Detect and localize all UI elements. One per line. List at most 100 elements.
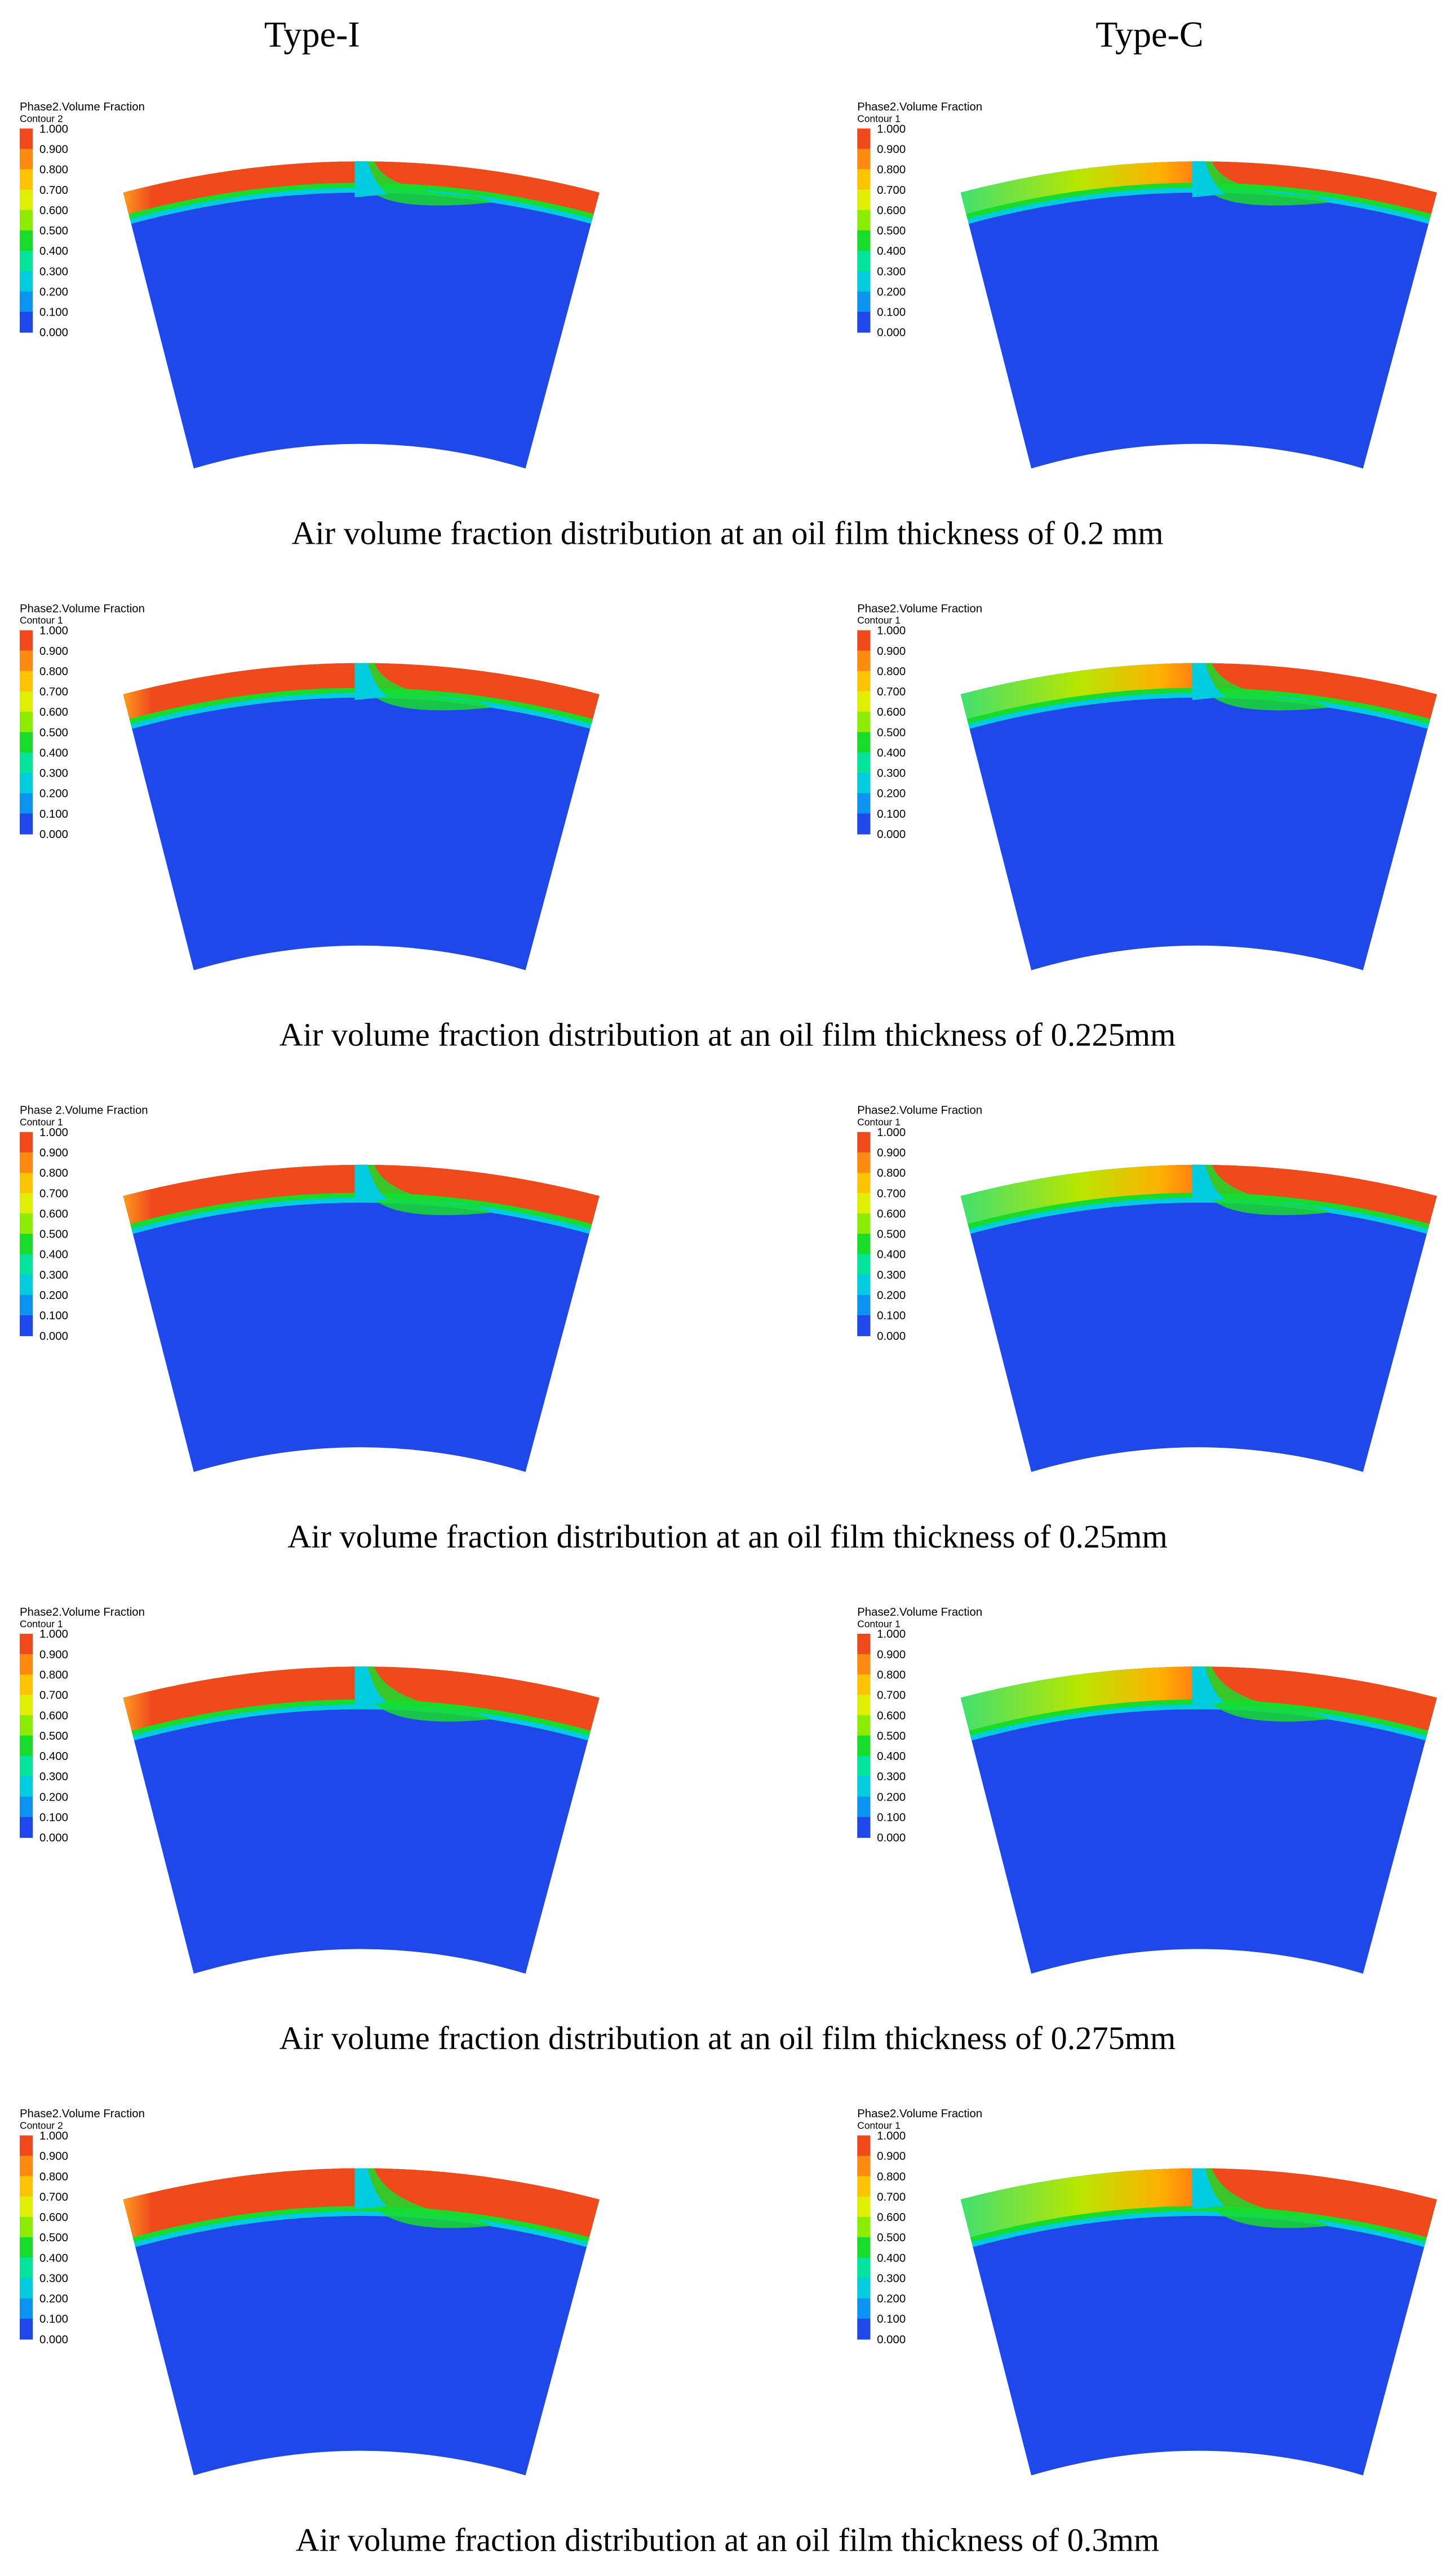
legend-swatch <box>19 813 33 835</box>
legend-swatch <box>857 813 871 835</box>
legend-swatch <box>857 2318 871 2340</box>
legend-label: 0.200 <box>39 788 68 800</box>
legend-swatch <box>19 1213 33 1235</box>
legend-swatch <box>857 1274 871 1296</box>
column-header: Type-I <box>264 14 360 54</box>
groove-plume <box>1192 1666 1330 1722</box>
legend-title: Phase2.Volume Fraction <box>857 1105 982 1117</box>
legend-swatch <box>19 128 33 150</box>
legend-label: 0.800 <box>877 1167 906 1180</box>
legend-swatch <box>19 2258 33 2279</box>
legend-swatch <box>857 711 871 733</box>
legend-swatch <box>857 773 871 794</box>
contour-sector <box>960 161 1437 469</box>
legend-label: 0.100 <box>39 1310 68 1322</box>
legend-swatch <box>857 2156 871 2177</box>
legend-swatch <box>857 149 871 170</box>
legend-title: Phase2.Volume Fraction <box>857 602 982 615</box>
legend-title: Phase2.Volume Fraction <box>20 602 145 615</box>
legend-label: 1.000 <box>39 2130 68 2143</box>
legend-label: 0.200 <box>39 1289 68 1302</box>
legend-label: 0.900 <box>877 2151 906 2163</box>
groove-core <box>354 1666 388 1706</box>
legend-swatch <box>19 732 33 753</box>
legend-label: 0.700 <box>39 686 68 698</box>
legend-swatch <box>857 271 871 292</box>
caption: Air volume fraction distribution at an o… <box>280 2020 1176 2056</box>
legend-swatch <box>857 1254 871 1275</box>
legend-label: 0.300 <box>39 265 68 278</box>
legend-swatch <box>19 1715 33 1736</box>
legend-label: 0.300 <box>39 1771 68 1783</box>
legend-swatch <box>19 793 33 814</box>
groove-plume <box>354 1666 493 1722</box>
legend-swatch <box>857 250 871 272</box>
legend-swatch <box>19 1152 33 1173</box>
legend-swatch <box>19 1735 33 1757</box>
air-layer <box>960 663 1437 719</box>
legend-label: 0.200 <box>877 2293 906 2305</box>
legend-label: 0.000 <box>39 1330 68 1342</box>
legend-label: 0.700 <box>39 1187 68 1200</box>
legend-label: 0.000 <box>877 1330 906 1342</box>
legend-label: 0.300 <box>39 2272 68 2285</box>
contour-sector <box>123 1666 600 1974</box>
legend-label: 0.900 <box>877 645 906 658</box>
legend-swatch <box>857 2135 871 2157</box>
legend-swatch <box>857 2278 871 2299</box>
legend-swatch <box>857 1193 871 1214</box>
legend-label: 0.800 <box>877 666 906 678</box>
legend-subtitle: Contour 1 <box>20 1116 63 1128</box>
caption: Air volume fraction distribution at an o… <box>287 1518 1168 1555</box>
legend-label: 0.000 <box>39 2334 68 2346</box>
legend-label: 0.400 <box>877 1750 906 1763</box>
legend-label: 0.300 <box>877 265 906 278</box>
legend-label: 1.000 <box>877 1628 906 1641</box>
legend-swatch <box>857 1172 871 1194</box>
legend-label: 0.800 <box>39 1167 68 1180</box>
groove-core <box>354 663 388 700</box>
legend-swatch <box>19 2278 33 2299</box>
legend-swatch <box>857 1315 871 1336</box>
groove-core <box>354 161 388 198</box>
legend-label: 0.700 <box>877 686 906 698</box>
groove-core <box>1192 663 1226 700</box>
legend-label: 1.000 <box>39 123 68 135</box>
legend-label: 0.600 <box>877 706 906 719</box>
legend-label: 0.700 <box>877 1690 906 1702</box>
air-layer <box>123 1164 600 1224</box>
legend-label: 0.600 <box>39 1710 68 1722</box>
legend-swatch <box>857 1132 871 1153</box>
legend-subtitle: Contour 1 <box>20 615 63 626</box>
legend-label: 0.500 <box>877 225 906 237</box>
legend-title: Phase2.Volume Fraction <box>857 101 982 113</box>
legend-label: 0.700 <box>39 1690 68 1702</box>
legend-swatch <box>857 1735 871 1757</box>
legend-label: 1.000 <box>877 625 906 637</box>
legend-swatch <box>19 1633 33 1655</box>
legend-label: 0.800 <box>39 1669 68 1682</box>
legend-swatch <box>19 1294 33 1316</box>
contour-sector <box>960 1666 1437 1974</box>
contour-sector <box>960 2168 1437 2476</box>
legend-swatch <box>19 1674 33 1696</box>
legend-label: 1.000 <box>39 1628 68 1641</box>
legend-swatch <box>19 291 33 313</box>
legend-swatch <box>19 149 33 170</box>
legend-label: 0.900 <box>877 1147 906 1159</box>
legend-title: Phase2.Volume Fraction <box>857 1606 982 1619</box>
legend-swatch <box>19 691 33 712</box>
legend-label: 0.400 <box>39 245 68 258</box>
legend-label: 0.000 <box>39 1832 68 1845</box>
legend-swatch <box>19 2318 33 2340</box>
legend-swatch <box>857 1755 871 1777</box>
legend-label: 0.000 <box>877 1832 906 1845</box>
caption: Air volume fraction distribution at an o… <box>296 2522 1159 2559</box>
legend-swatch <box>857 671 871 692</box>
legend-label: 0.700 <box>39 184 68 197</box>
